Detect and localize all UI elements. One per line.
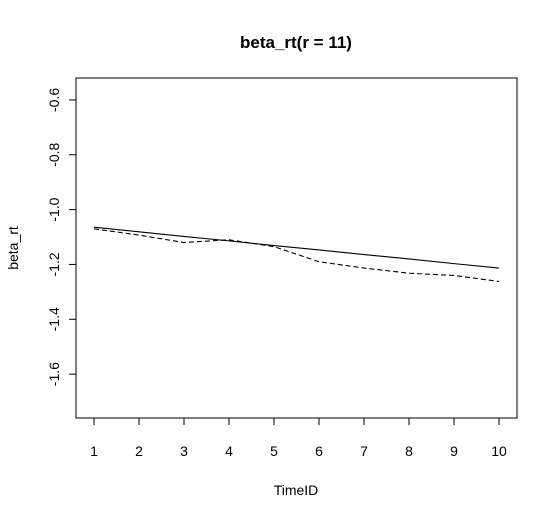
y-tick-label: -0.8	[46, 142, 62, 166]
y-tick-label: -1.0	[46, 197, 62, 221]
x-tick-label: 1	[90, 443, 98, 459]
x-tick-label: 9	[450, 443, 458, 459]
y-axis-label: beta_rt	[5, 226, 21, 270]
x-axis-label: TimeID	[274, 482, 319, 498]
y-tick-label: -1.6	[46, 362, 62, 386]
x-tick-label: 4	[225, 443, 233, 459]
x-tick-label: 2	[135, 443, 143, 459]
series-layer	[93, 226, 500, 282]
y-axis: -0.6 -0.8 -1.0 -1.2 -1.4 -1.6	[46, 88, 77, 386]
x-tick-label: 6	[315, 443, 323, 459]
x-axis: 1 2 3 4 5 6 7 8 9 10	[90, 417, 507, 459]
x-tick-label: 5	[270, 443, 278, 459]
x-tick-label: 8	[405, 443, 413, 459]
x-tick-label: 7	[360, 443, 368, 459]
y-tick-label: -1.2	[46, 252, 62, 276]
series-line-solid	[93, 226, 500, 269]
y-tick-label: -0.6	[46, 88, 62, 112]
x-tick-label: 10	[491, 443, 507, 459]
chart-title: beta_rt(r = 11)	[240, 33, 352, 52]
y-tick-label: -1.4	[46, 307, 62, 331]
series-line-dashed	[93, 228, 500, 282]
x-tick-label: 3	[180, 443, 188, 459]
